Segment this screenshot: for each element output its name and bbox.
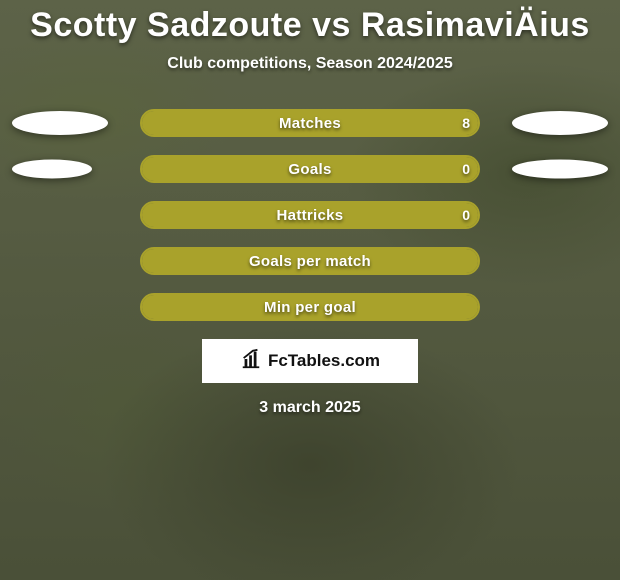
infographic-container: Scotty Sadzoute vs RasimaviÄius Club com… xyxy=(0,0,620,580)
stat-pill: 0Hattricks xyxy=(140,201,480,229)
comparison-rows: 8Matches 0Goals 0Hattricks Goals per match M… xyxy=(0,109,620,321)
stat-label: Goals per match xyxy=(140,247,480,275)
stat-pill: 0Goals xyxy=(140,155,480,183)
stat-pill: 8Matches xyxy=(140,109,480,137)
comparison-row: 8Matches xyxy=(0,109,620,137)
comparison-row: Min per goal xyxy=(0,293,620,321)
subtitle: Club competitions, Season 2024/2025 xyxy=(167,55,452,73)
comparison-row: 0Hattricks xyxy=(0,201,620,229)
stat-label: Min per goal xyxy=(140,293,480,321)
stat-label: Hattricks xyxy=(140,201,480,229)
page-title: Scotty Sadzoute vs RasimaviÄius xyxy=(30,6,590,45)
stat-pill: Goals per match xyxy=(140,247,480,275)
logo-box: FcTables.com xyxy=(202,339,418,383)
stat-label: Goals xyxy=(140,155,480,183)
stat-pill: Min per goal xyxy=(140,293,480,321)
logo-text: FcTables.com xyxy=(268,351,380,371)
left-ellipse xyxy=(12,160,92,179)
stat-label: Matches xyxy=(140,109,480,137)
right-ellipse xyxy=(512,160,608,179)
right-ellipse xyxy=(512,111,608,135)
chart-icon xyxy=(240,348,262,375)
left-ellipse xyxy=(12,111,108,135)
comparison-row: 0Goals xyxy=(0,155,620,183)
date-label: 3 march 2025 xyxy=(259,399,360,417)
comparison-row: Goals per match xyxy=(0,247,620,275)
